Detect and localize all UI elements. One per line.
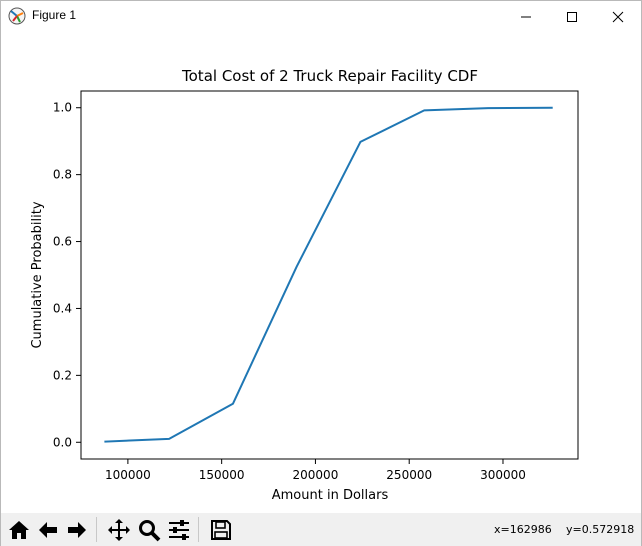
cdf-chart: Total Cost of 2 Truck Repair Facility CD…	[30, 67, 579, 503]
x-tick-label: 200000	[293, 468, 339, 482]
zoom-button[interactable]	[135, 516, 163, 544]
maximize-icon	[567, 11, 577, 22]
save-button[interactable]	[207, 516, 235, 544]
configure-subplots-button[interactable]	[165, 516, 193, 544]
configure-subplots-icon	[169, 520, 189, 540]
minimize-icon	[521, 16, 531, 17]
cursor-x-readout: x=162986	[494, 523, 552, 536]
window-title: Figure 1	[32, 8, 77, 22]
cursor-y-readout: y=0.572918	[566, 523, 635, 536]
pan-button[interactable]	[105, 516, 133, 544]
zoom-icon	[139, 520, 161, 542]
toolbar-separator	[198, 517, 199, 542]
y-tick-label: 0.0	[53, 435, 72, 449]
back-button[interactable]	[34, 516, 62, 544]
chart-title: Total Cost of 2 Truck Repair Facility CD…	[181, 67, 478, 85]
maximize-button[interactable]	[549, 1, 595, 32]
series-layer	[104, 106, 553, 443]
matplotlib-app-icon	[8, 7, 26, 25]
y-axis: 0.0 0.2 0.4 0.6 0.8 1.0	[53, 101, 81, 449]
y-tick-label: 0.8	[53, 168, 72, 182]
y-tick-label: 0.4	[53, 301, 72, 315]
x-tick-label: 250000	[386, 468, 432, 482]
navigation-toolbar: x=162986 y=0.572918	[1, 513, 641, 546]
close-icon	[612, 11, 624, 22]
minimize-button[interactable]	[503, 1, 549, 32]
y-axis-label: Cumulative Probability	[30, 201, 45, 348]
figure-canvas[interactable]: Total Cost of 2 Truck Repair Facility CD…	[1, 32, 641, 513]
toolbar-separator	[96, 517, 97, 542]
x-axis: 100000 150000 200000 250000 300000	[105, 459, 526, 482]
y-tick-label: 1.0	[53, 101, 72, 115]
forward-button[interactable]	[63, 516, 91, 544]
title-bar[interactable]: Figure 1	[1, 1, 641, 32]
close-button[interactable]	[595, 1, 641, 32]
x-axis-label: Amount in Dollars	[272, 488, 389, 503]
back-arrow-icon	[39, 522, 57, 538]
x-tick-label: 100000	[105, 468, 151, 482]
home-icon	[9, 521, 29, 539]
home-button[interactable]	[5, 516, 33, 544]
x-tick-label: 150000	[199, 468, 245, 482]
cdf-line	[104, 106, 553, 443]
save-icon	[211, 520, 231, 540]
pan-icon	[108, 519, 130, 541]
y-tick-label: 0.2	[53, 368, 72, 382]
plot-area-frame	[80, 90, 579, 460]
forward-arrow-icon	[68, 522, 86, 538]
y-tick-label: 0.6	[53, 235, 72, 249]
x-tick-label: 300000	[480, 468, 526, 482]
